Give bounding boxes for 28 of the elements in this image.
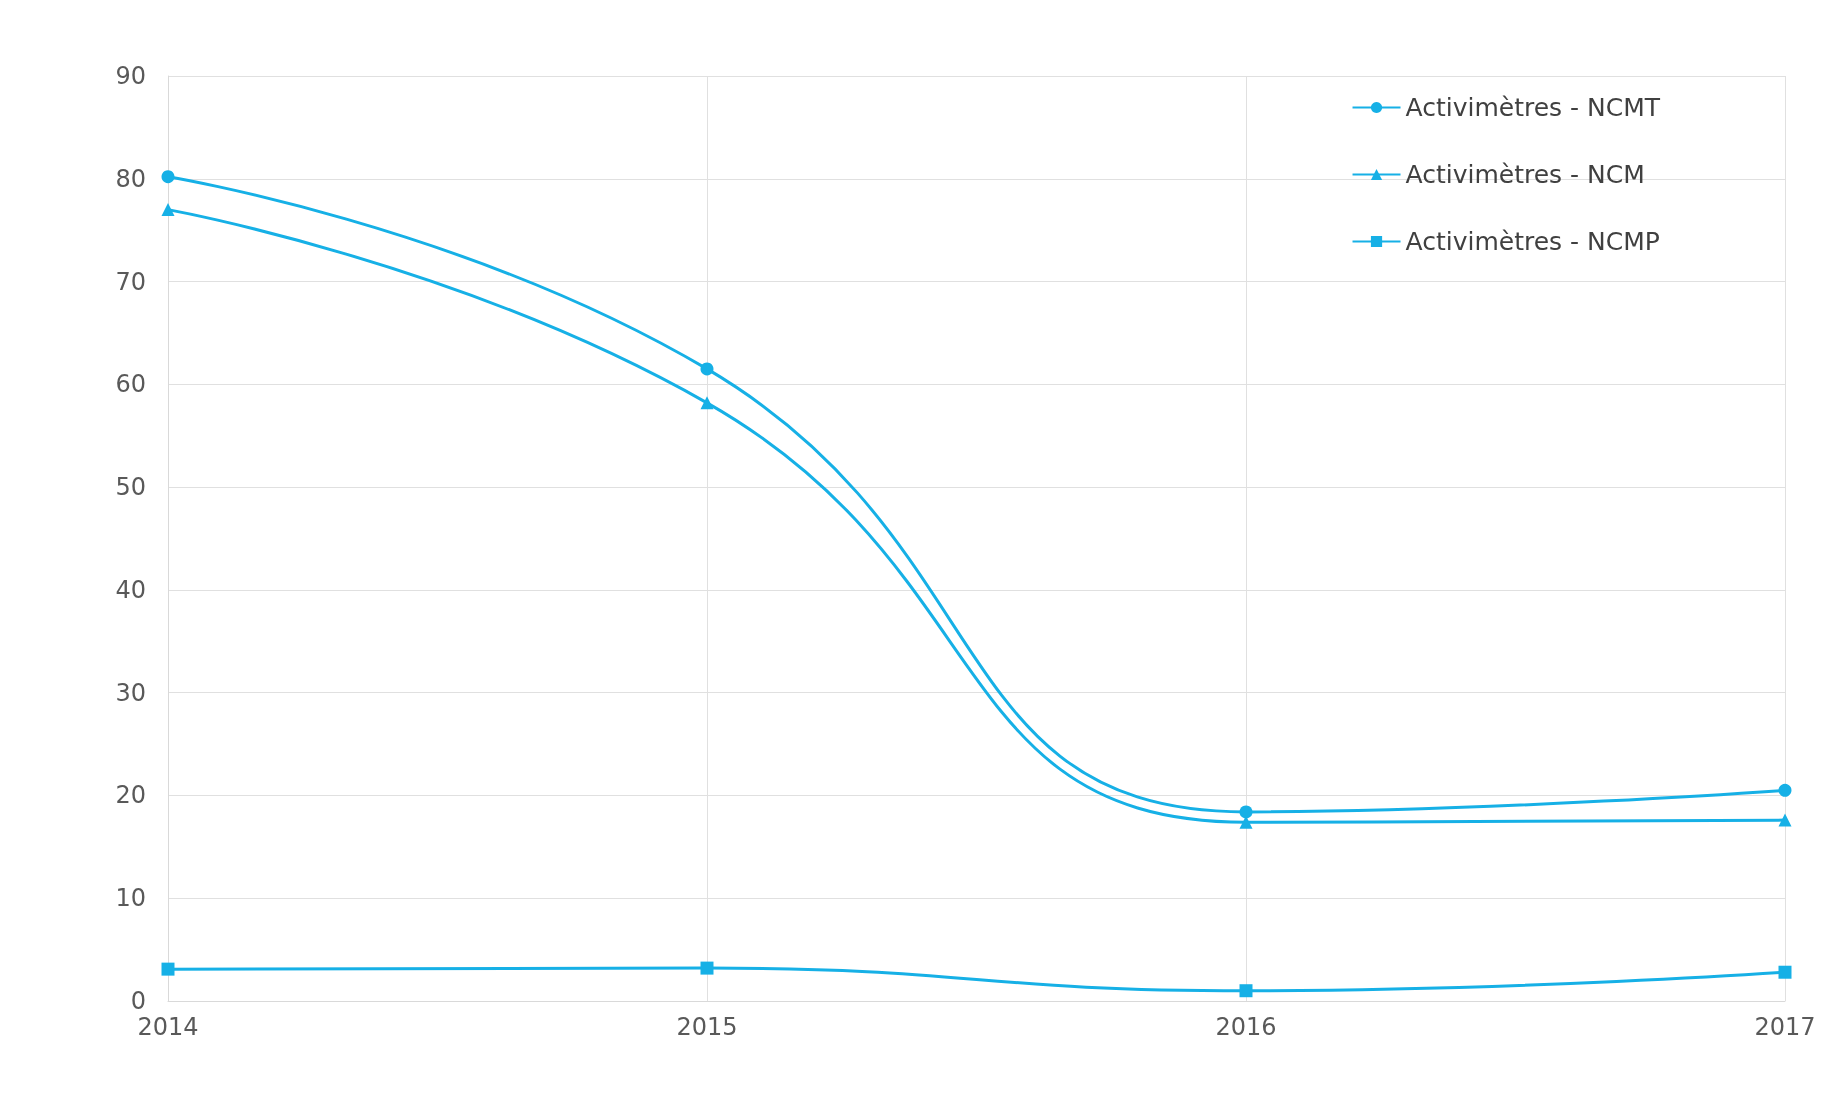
y-tick-label: 60 bbox=[115, 370, 146, 399]
point bbox=[700, 396, 714, 410]
y-tick-label: 80 bbox=[115, 164, 146, 193]
y-tick-label: 40 bbox=[115, 575, 146, 604]
point bbox=[1778, 813, 1792, 827]
y-tick-label: 70 bbox=[115, 267, 146, 296]
y-tick-label: 20 bbox=[115, 781, 146, 810]
legend-label: Activimètres - NCMP bbox=[1405, 227, 1660, 256]
y-tick-label: 0 bbox=[130, 987, 146, 1015]
y-tick-label: 10 bbox=[115, 884, 146, 913]
y-tick-label: 50 bbox=[115, 473, 146, 502]
x-tick-label: 2017 bbox=[1754, 1013, 1816, 1041]
legend-label: Activimètres - NCM bbox=[1405, 160, 1645, 189]
point bbox=[161, 170, 175, 184]
x-tick-label: 2014 bbox=[137, 1013, 199, 1041]
y-tick-label: 90 bbox=[115, 62, 146, 90]
point bbox=[161, 962, 175, 976]
point bbox=[161, 203, 175, 217]
point bbox=[700, 961, 714, 975]
legend-label: Activimètres - NCMT bbox=[1405, 93, 1661, 122]
point bbox=[1778, 965, 1792, 979]
x-tick-label: 2015 bbox=[676, 1013, 738, 1041]
point bbox=[700, 362, 714, 376]
y-tick-label: 30 bbox=[115, 678, 146, 707]
point bbox=[1778, 783, 1792, 797]
point bbox=[1239, 805, 1253, 819]
x-tick-label: 2016 bbox=[1215, 1013, 1277, 1041]
point bbox=[1239, 984, 1253, 998]
